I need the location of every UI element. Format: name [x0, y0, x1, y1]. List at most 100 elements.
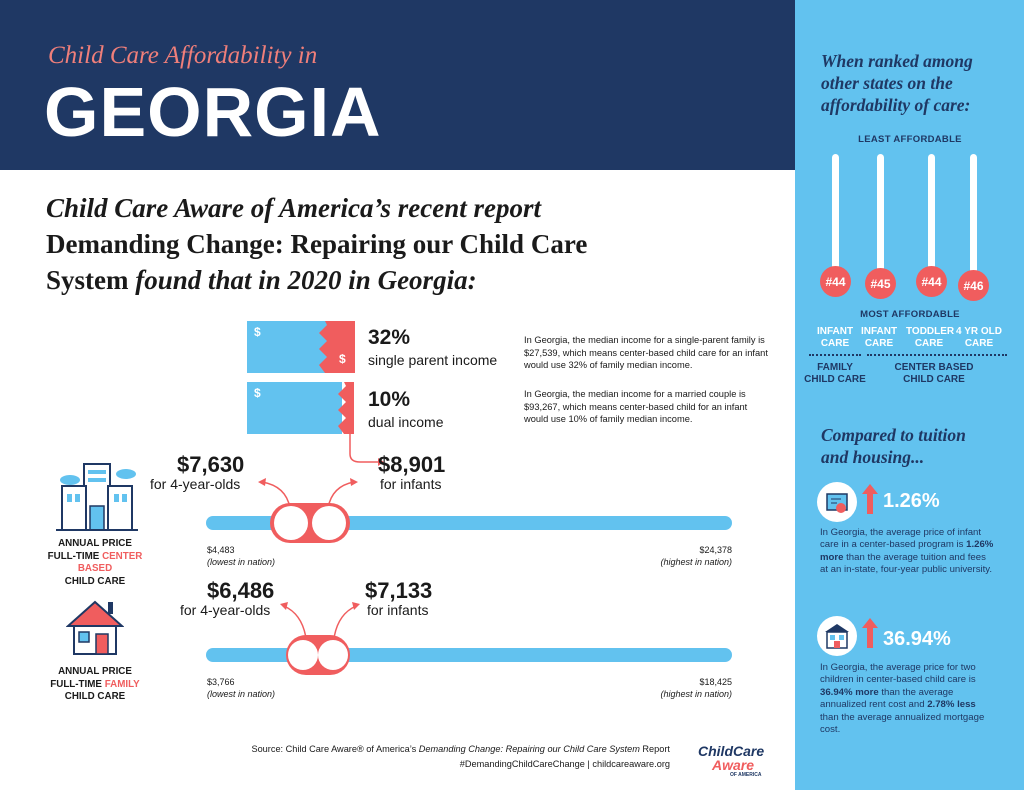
income-bar-single — [247, 321, 327, 373]
center-cat-line-2a: FULL-TIME — [47, 550, 103, 562]
family-cat-line-2b: FAMILY — [104, 678, 140, 690]
family-label-4yr: for 4-year-olds — [180, 602, 271, 618]
center-low-note: (lowest in nation) — [207, 557, 276, 567]
rank-badge-2: #45 — [865, 268, 896, 299]
rank-label-3: TODDLER CARE — [906, 326, 955, 349]
infant-icon — [312, 506, 346, 540]
child-care-aware-logo: ChildCare Aware OF AMERICA — [698, 744, 764, 778]
housing-pct: 36.94% — [883, 628, 951, 650]
rank-thermometer-3 — [928, 154, 935, 276]
rank-thermometer-4 — [970, 154, 977, 276]
family-price-infant: $7,133 — [365, 578, 433, 603]
center-price-infant: $8,901 — [378, 452, 446, 477]
header-state: GEORGIA — [44, 73, 382, 151]
family-cat-line-3: CHILD CARE — [64, 691, 126, 702]
tuition-pct: 1.26% — [883, 490, 940, 512]
intro-line-2: Demanding Change: Repairing our Child Ca… — [46, 229, 588, 259]
family-high-value: $18,425 — [699, 677, 732, 687]
school-building-icon — [56, 463, 138, 531]
income-pct-single: 32% — [368, 326, 411, 349]
graduation-diploma-icon — [817, 482, 857, 522]
source-line-2[interactable]: #DemandingChildCareChange | childcareawa… — [459, 759, 670, 769]
logo-line-1: ChildCare — [698, 743, 765, 759]
source-line-1c: Report — [639, 744, 670, 754]
center-high-note: (highest in nation) — [660, 557, 732, 567]
center-price-marker — [270, 503, 350, 543]
compare-title: Compared to tuition and housing... — [821, 425, 966, 467]
center-high-value: $24,378 — [699, 545, 732, 555]
family-cat-line-1: ANNUAL PRICE — [58, 666, 132, 677]
income-label-single: single parent income — [368, 352, 498, 368]
intro-line-1: Child Care Aware of America’s recent rep… — [46, 193, 541, 223]
housing-text-b: 36.94% more — [820, 686, 879, 698]
family-cat-line-2a: FULL-TIME — [50, 678, 105, 690]
income-pct-dual: 10% — [368, 388, 411, 411]
family-low-note: (lowest in nation) — [207, 689, 276, 699]
family-high: $18,425 (highest in nation) — [640, 676, 732, 700]
rank-badge-1: #44 — [820, 266, 851, 297]
housing-text-d: 2.78% less — [927, 699, 976, 711]
rank-title: When ranked among other states on the af… — [821, 51, 973, 115]
family-low-value: $3,766 — [207, 677, 235, 687]
rank-label-2: INFANT CARE — [860, 326, 898, 349]
up-arrow-icon — [862, 618, 878, 648]
house-icon — [66, 600, 124, 655]
infant-icon — [318, 640, 348, 670]
header-banner: Child Care Affordability in GEORGIA — [0, 0, 795, 170]
tuition-text-a: In Georgia, the average price of infant … — [820, 527, 982, 551]
family-price-range-track — [206, 648, 732, 662]
least-affordable-label: LEAST AFFORDABLE — [858, 134, 962, 145]
family-price-4yr: $6,486 — [207, 578, 275, 603]
source-line-1a: Source: Child Care Aware® of America’s — [251, 744, 419, 754]
income-bar-dual — [247, 382, 342, 434]
family-high-note: (highest in nation) — [660, 689, 732, 699]
center-cat-line-2: FULL-TIME CENTER BASED — [30, 551, 160, 576]
income-desc-single: In Georgia, the median income for a sing… — [524, 335, 768, 370]
tuition-text: In Georgia, the average price of infant … — [820, 527, 995, 577]
center-low-value: $4,483 — [207, 545, 235, 555]
family-category-label: ANNUAL PRICE FULL-TIME FAMILY CHILD CARE — [30, 666, 160, 704]
rank-label-1: INFANT CARE — [816, 326, 854, 349]
apartment-building-icon — [817, 616, 857, 656]
center-cat-line-2b: CENTER BASED — [77, 550, 143, 575]
group-label-center: CENTER BASED CHILD CARE — [894, 362, 974, 385]
center-category-label: ANNUAL PRICE FULL-TIME CENTER BASED CHIL… — [30, 538, 160, 588]
family-cat-line-2: FULL-TIME FAMILY — [30, 679, 160, 692]
most-affordable-label: MOST AFFORDABLE — [860, 309, 960, 320]
housing-text-e: than the average annualized mortgage cos… — [820, 711, 985, 736]
source-line-1: Source: Child Care Aware® of America’s D… — [240, 742, 670, 757]
income-bar-dual-cost — [338, 382, 354, 434]
group-label-family: FAMILY CHILD CARE — [804, 362, 866, 385]
intro-line-3: System found that in 2020 in Georgia: — [46, 262, 686, 298]
intro-line-3b: found that in 2020 in Georgia: — [128, 265, 477, 295]
rank-badge-4: #46 — [958, 270, 989, 301]
tuition-text-b: 1.26% more — [820, 539, 994, 563]
rank-thermometer-1 — [832, 154, 839, 276]
group-divider-1 — [809, 352, 861, 356]
preschooler-icon — [274, 506, 308, 540]
logo-line-2: Aware — [712, 757, 755, 773]
center-high: $24,378 (highest in nation) — [640, 544, 732, 568]
family-price-marker — [286, 635, 350, 675]
family-pointer-arrows-icon — [280, 602, 360, 639]
sidebar: When ranked among other states on the af… — [795, 0, 1024, 790]
housing-text: In Georgia, the average price for two ch… — [820, 662, 995, 736]
group-divider-2 — [867, 352, 1007, 356]
dollar-sign-icon: $ — [339, 352, 346, 366]
income-bar-single-cost — [317, 321, 355, 373]
housing-text-a: In Georgia, the average price for two ch… — [820, 662, 976, 686]
rank-thermometer-2 — [877, 154, 884, 276]
center-price-4yr: $7,630 — [177, 452, 245, 477]
family-label-infant: for infants — [367, 602, 429, 618]
intro-line-3a: System — [46, 265, 129, 295]
header-subtitle: Child Care Affordability in — [48, 42, 318, 69]
family-low: $3,766 (lowest in nation) — [207, 676, 275, 700]
income-label-dual: dual income — [368, 414, 444, 430]
dollar-sign-icon: $ — [254, 325, 261, 339]
center-low: $4,483 (lowest in nation) — [207, 544, 275, 568]
source-footer: Source: Child Care Aware® of America’s D… — [240, 742, 670, 772]
income-desc-dual: In Georgia, the median income for a marr… — [524, 389, 748, 424]
center-cat-line-3: CHILD CARE — [64, 575, 126, 587]
connector-arrow-icon — [349, 434, 384, 466]
logo-line-3: OF AMERICA — [730, 772, 762, 778]
